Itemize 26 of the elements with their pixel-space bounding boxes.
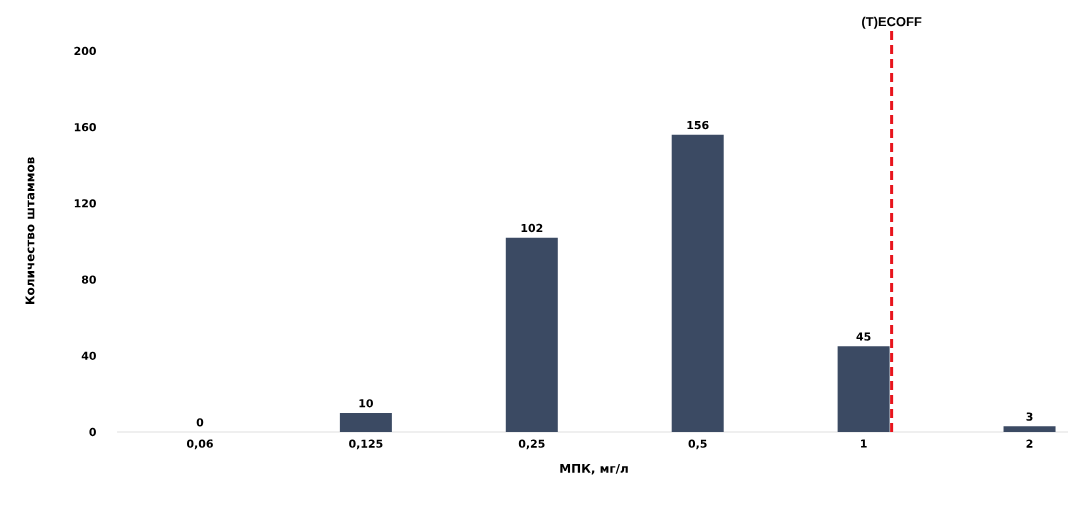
ref-line-label: (T)ECOFF	[862, 16, 922, 29]
x-tick-label: 0,25	[518, 439, 545, 450]
x-tick-label: 0,5	[688, 439, 707, 450]
bar	[505, 237, 558, 432]
bar	[837, 346, 890, 432]
x-tick-label: 0,06	[186, 439, 213, 450]
y-tick-label: 120	[74, 199, 96, 208]
bar	[339, 412, 392, 432]
y-tick-label: 40	[81, 351, 96, 360]
y-tick-label: 0	[89, 427, 96, 437]
data-label: 3	[1026, 412, 1033, 421]
y-tick-label: 160	[74, 123, 96, 132]
x-tick-label: 0,125	[349, 439, 383, 450]
y-tick-label: 200	[74, 46, 96, 56]
y-tick-label: 80	[81, 275, 96, 284]
x-tick-label: 1	[861, 439, 867, 448]
x-axis-title: МПК, мг/л	[560, 464, 628, 475]
x-tick-label: 2	[1026, 439, 1033, 448]
y-axis-title: Количество штаммов	[25, 157, 35, 305]
data-label: 45	[856, 332, 871, 341]
data-label: 102	[521, 223, 543, 233]
bar	[1003, 426, 1056, 432]
data-label: 156	[687, 120, 709, 130]
bar	[671, 134, 724, 432]
data-label: 0	[196, 418, 204, 427]
data-label: 10	[359, 399, 373, 408]
